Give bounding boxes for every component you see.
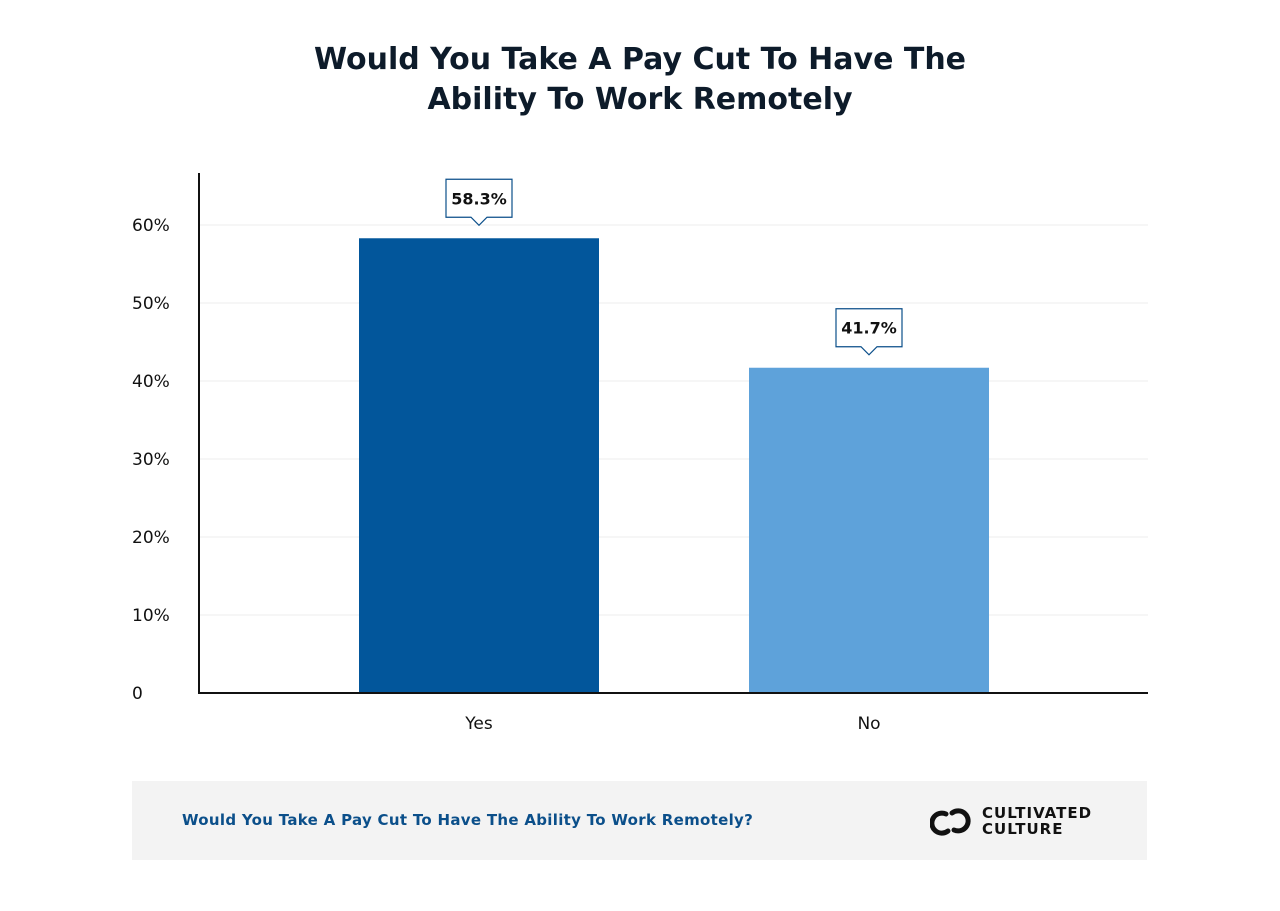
brand-line-2: CULTURE [982,820,1064,838]
y-tick-label: 40% [132,372,170,392]
callout-box [445,178,513,227]
x-tick-label: Yes [464,714,493,734]
chart-title: Would You Take A Pay Cut To Have The Abi… [0,40,1280,120]
chart-title-line-2: Ability To Work Remotely [427,82,853,117]
y-tick-label: 10% [132,606,170,626]
value-callout: 41.7% [835,308,903,356]
footer-banner: Would You Take A Pay Cut To Have The Abi… [132,781,1147,860]
callout-box [835,308,903,356]
bars [359,238,989,693]
bar-yes [359,238,599,693]
brand-wordmark: CULTIVATED CULTURE [982,805,1092,837]
gridlines [199,224,1148,616]
y-tick-label: 60% [132,216,170,236]
footer-caption: Would You Take A Pay Cut To Have The Abi… [182,811,754,829]
bar-chart: 0 10% 20% 30% 40% 50% 60% Yes No 58.3% 41.7% [132,173,1148,734]
y-tick-label: 50% [132,294,170,314]
y-tick-label: 30% [132,450,170,470]
y-tick-label: 20% [132,528,170,548]
x-tick-label: No [857,714,880,734]
brand-line-1: CULTIVATED [982,804,1093,822]
value-labels: 58.3% 41.7% [445,178,903,356]
x-axis-labels: Yes No [464,714,880,734]
y-tick-label: 0 [132,684,143,704]
value-label: 58.3% [451,189,507,208]
chart-title-line-1: Would You Take A Pay Cut To Have The [313,42,967,77]
value-label: 41.7% [841,319,897,338]
bar-no [749,367,989,693]
y-axis-ticks: 0 10% 20% 30% 40% 50% 60% [132,216,170,704]
chain-link-icon [930,808,971,836]
value-callout: 58.3% [445,178,513,227]
